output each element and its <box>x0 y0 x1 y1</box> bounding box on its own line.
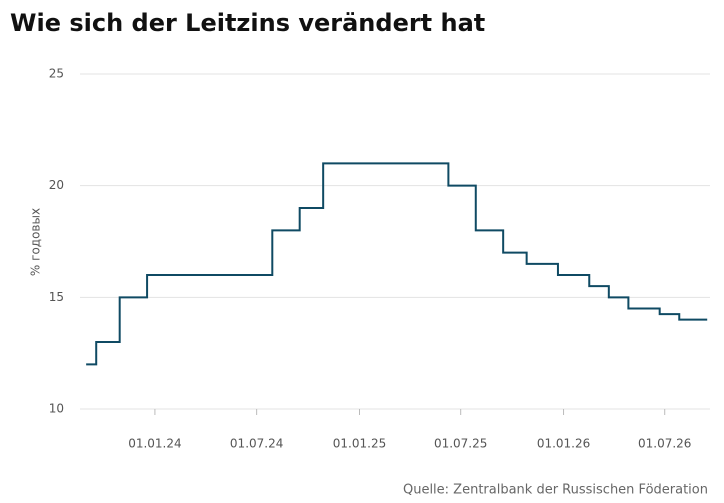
y-tick-label: 10 <box>49 402 64 416</box>
y-axis-label: % годовых <box>29 208 43 276</box>
source: Quelle: Zentralbank der Russischen Föder… <box>403 483 708 498</box>
x-tick-label: 01.01.25 <box>333 437 386 451</box>
chart-title: Wie sich der Leitzins verändert hat <box>10 9 485 37</box>
rate-line <box>86 162 708 366</box>
x-tick-label: 01.07.26 <box>638 437 691 451</box>
y-tick-label: 15 <box>49 290 64 304</box>
x-tick-label: 01.01.24 <box>128 437 181 451</box>
x-tick-label: 01.07.25 <box>434 437 487 451</box>
y-tick-label: 20 <box>49 178 64 192</box>
x-tick-label: 01.01.26 <box>537 437 590 451</box>
y-tick-label: 25 <box>49 67 64 81</box>
x-tick-label: 01.07.24 <box>230 437 283 451</box>
